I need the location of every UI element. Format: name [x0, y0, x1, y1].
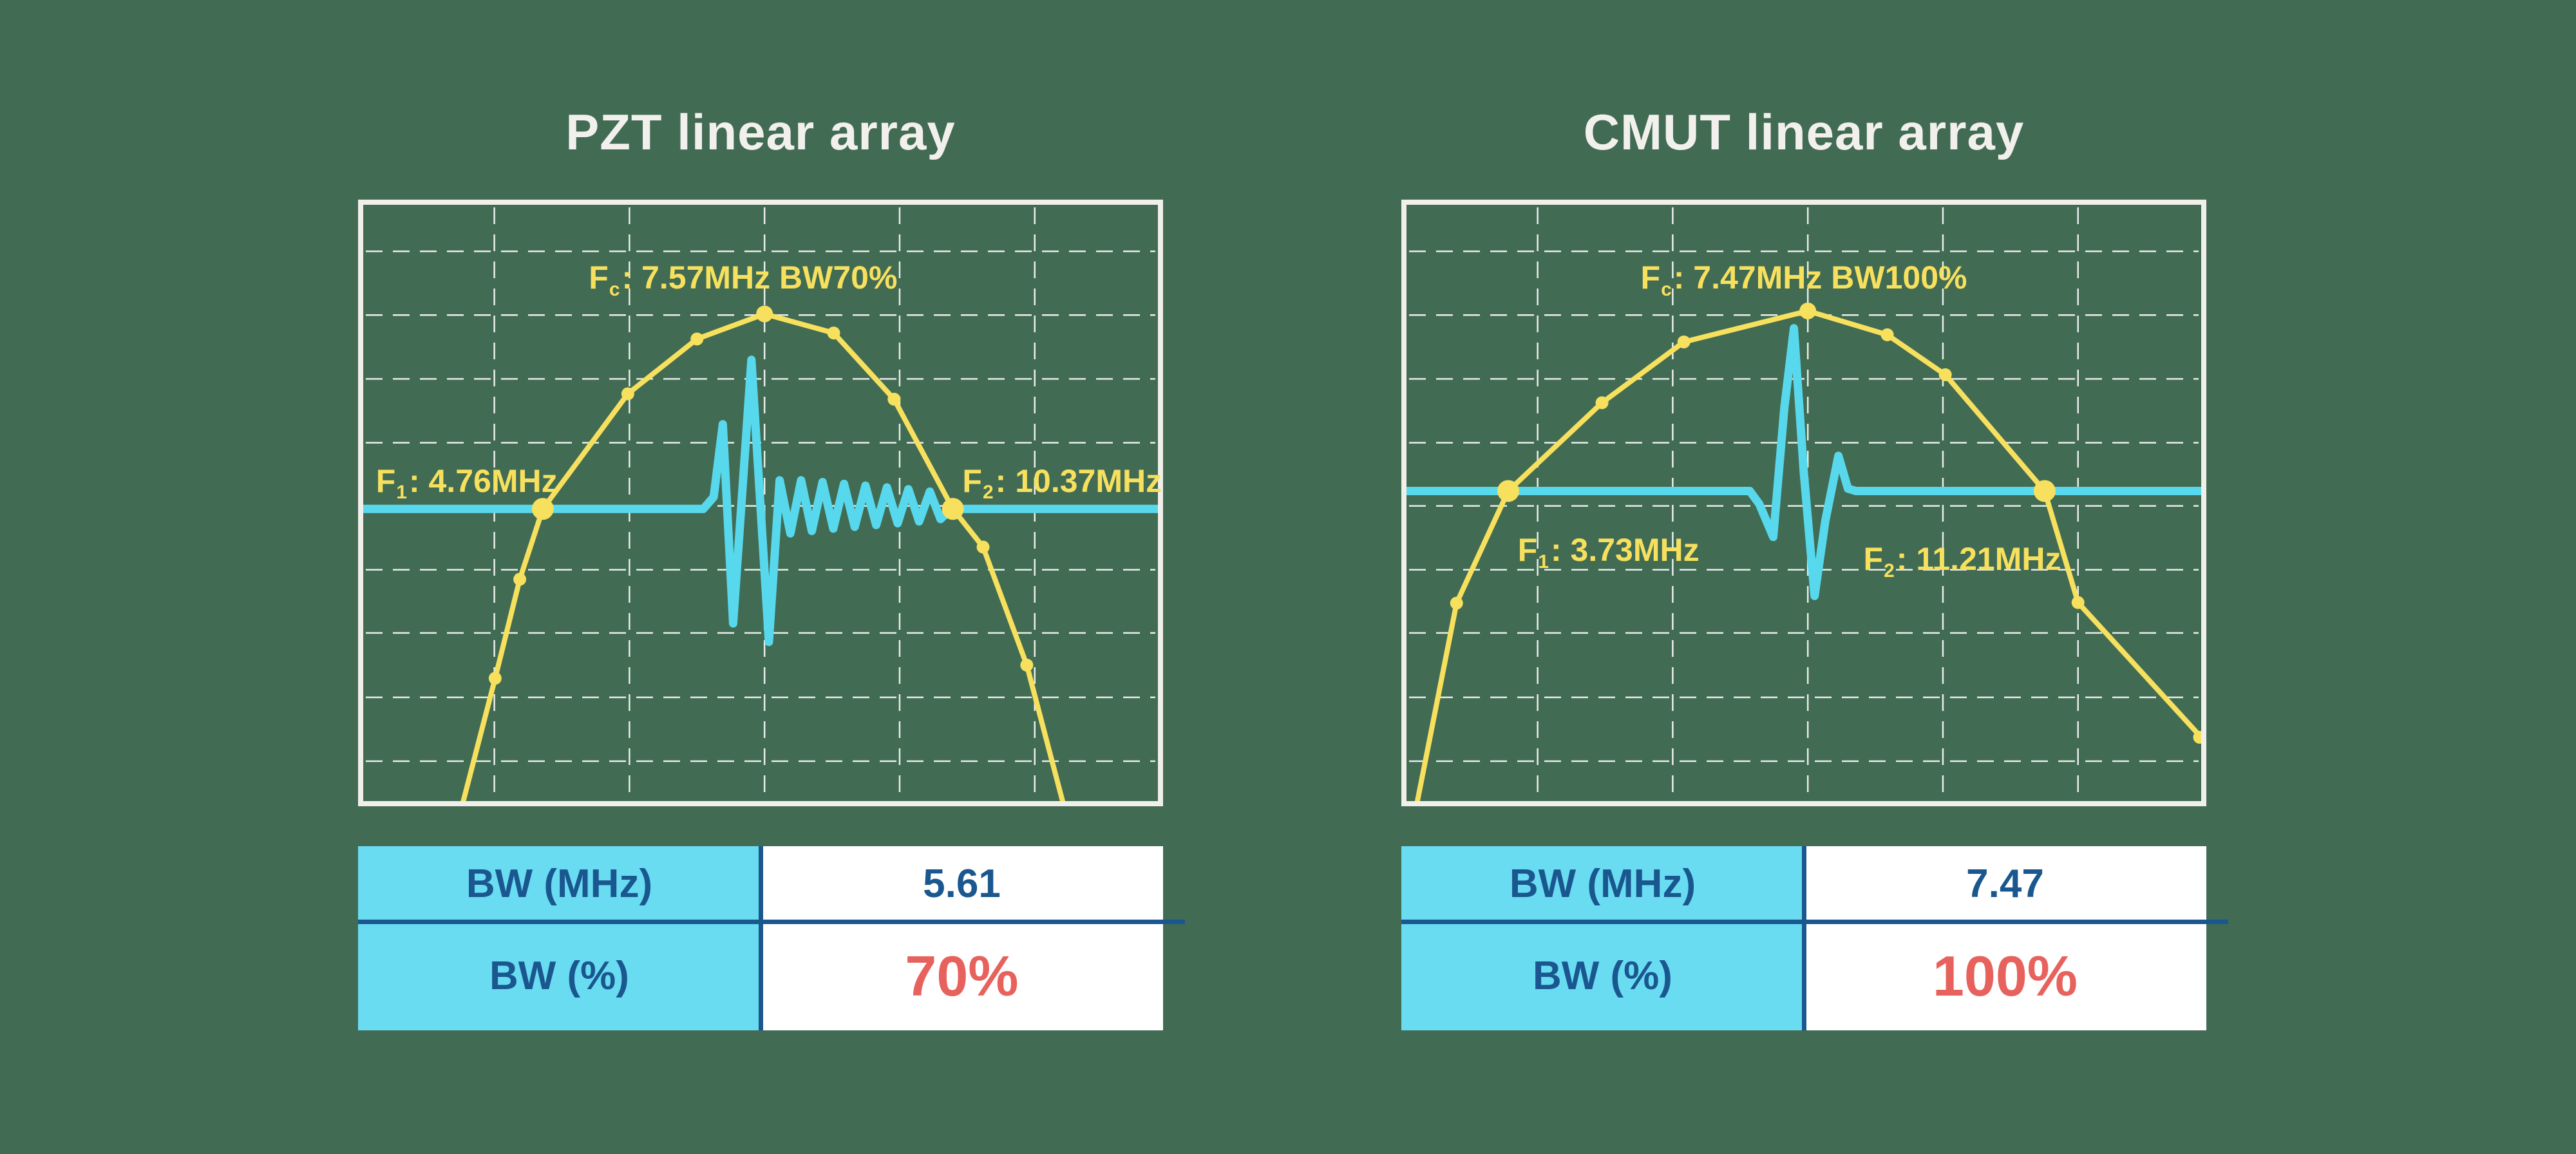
label-subscript: c [609, 278, 620, 300]
label-value: : 11.21MHz [1896, 541, 2061, 578]
curve-dot [1497, 480, 1519, 502]
bw-percent-header-cell: BW (%) [358, 922, 761, 1030]
cmut-f1-label: F1: 3.73MHz [1517, 532, 1700, 572]
curve-dot [621, 387, 634, 401]
pzt-f2-label: F2: 10.37MHz [962, 462, 1162, 503]
pulse-echo-waveform [363, 355, 1158, 647]
curve-dot [2193, 730, 2201, 744]
curve-dot [756, 305, 773, 323]
curve-dot [976, 540, 990, 554]
bw-percent-value-cell: 100% [1804, 922, 2206, 1030]
bw-mhz-header-cell: BW (MHz) [1401, 846, 1804, 922]
curve-dot [887, 392, 901, 406]
label-subscript: c [1661, 278, 1672, 300]
cmut-chart-svg [1406, 207, 2201, 801]
label-symbol: F [589, 260, 609, 296]
label-subscript: 2 [1884, 560, 1895, 582]
label-symbol: F [962, 462, 982, 499]
pzt-f1-label: F1: 4.76MHz [375, 462, 558, 503]
table-row: BW (%) 100% [1401, 922, 2206, 1030]
label-value: : 10.37MHz [995, 462, 1162, 499]
pzt-bw-table: BW (MHz) 5.61 BW (%) 70% [358, 846, 1185, 1030]
label-value: : 4.76MHz [408, 462, 558, 499]
label-symbol: F [375, 462, 396, 499]
curve-dot [1799, 302, 1817, 319]
curve-dot [1880, 328, 1894, 341]
pzt-title: PZT linear array [565, 104, 956, 160]
curve-dot [2033, 480, 2056, 502]
label-symbol: F [1863, 541, 1884, 578]
cmut-fc-label: Fc: 7.47MHz BW100% [1640, 260, 1967, 300]
cmut-bw-table: BW (MHz) 7.47 BW (%) 100% [1401, 846, 2228, 1030]
label-subscript: 1 [396, 482, 407, 504]
curve-dot [1020, 658, 1034, 672]
label-value: : 3.73MHz [1550, 532, 1700, 569]
curve-dot [942, 498, 964, 520]
pulse-echo-waveform [1406, 324, 2201, 600]
label-symbol: F [1517, 532, 1538, 569]
table-row-divider [358, 920, 1185, 924]
curve-dot [827, 326, 840, 340]
curve-dot [2071, 596, 2085, 609]
label-subscript: 1 [1538, 551, 1549, 572]
curve-dot [1595, 396, 1609, 410]
curve-dot [1938, 368, 1952, 381]
curve-dot [488, 672, 502, 685]
bw-percent-header-cell: BW (%) [1401, 922, 1804, 1030]
table-row: BW (MHz) 7.47 [1401, 846, 2206, 922]
table-row: BW (MHz) 5.61 [358, 846, 1163, 922]
curve-dot [513, 572, 527, 586]
table-column-divider [759, 846, 763, 1030]
table-row-divider [1401, 920, 2228, 924]
table-column-divider [1802, 846, 1806, 1030]
table-row: BW (%) 70% [358, 922, 1163, 1030]
curve-dot [1450, 596, 1463, 610]
curve-dot [531, 498, 554, 520]
cmut-f2-label: F2: 11.21MHz [1863, 541, 2061, 582]
curve-dot [690, 332, 704, 346]
label-value: : 7.57MHz BW70% [621, 260, 898, 296]
cmut-chart: Fc: 7.47MHz BW100% F1: 3.73MHz F2: 11.21MH… [1401, 200, 2206, 806]
curve-dot [1677, 335, 1690, 348]
bw-mhz-value-cell: 5.61 [761, 846, 1163, 922]
pzt-chart-svg [363, 207, 1158, 801]
bw-mhz-header-cell: BW (MHz) [358, 846, 761, 922]
cmut-title: CMUT linear array [1583, 104, 2025, 160]
pzt-fc-label: Fc: 7.57MHz BW70% [589, 260, 898, 300]
bw-percent-value-cell: 70% [761, 922, 1163, 1030]
label-value: : 7.47MHz BW100% [1673, 260, 1967, 296]
label-symbol: F [1640, 260, 1661, 296]
bw-mhz-value-cell: 7.47 [1804, 846, 2206, 922]
pzt-chart: Fc: 7.57MHz BW70% F1: 4.76MHz F2: 10.37MHz [358, 200, 1163, 806]
label-subscript: 2 [982, 482, 994, 504]
